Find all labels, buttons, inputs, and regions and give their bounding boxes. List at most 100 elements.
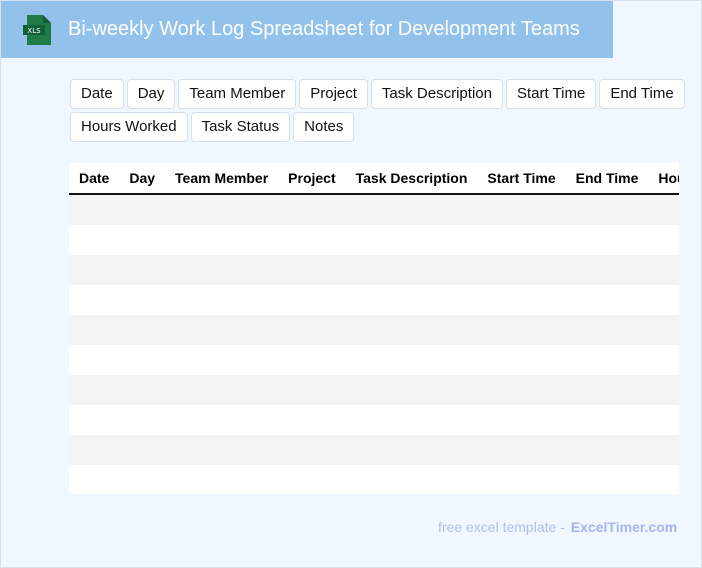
table-cell[interactable]	[69, 375, 120, 405]
table-cell[interactable]	[119, 225, 166, 255]
table-cell[interactable]	[648, 225, 679, 255]
table-cell[interactable]	[345, 315, 478, 345]
table-cell[interactable]	[165, 225, 279, 255]
table-cell[interactable]	[278, 465, 346, 494]
table-cell[interactable]	[477, 225, 566, 255]
tag-start-time[interactable]: Start Time	[505, 79, 597, 109]
table-cell[interactable]	[345, 375, 478, 405]
tag-task-description[interactable]: Task Description	[370, 79, 503, 109]
table-cell[interactable]	[477, 315, 566, 345]
table-cell[interactable]	[477, 285, 566, 315]
table-cell[interactable]	[565, 405, 649, 435]
table-row[interactable]	[69, 405, 679, 435]
tag-date[interactable]: Date	[70, 79, 124, 109]
table-cell[interactable]	[165, 465, 279, 494]
table-cell[interactable]	[345, 345, 478, 375]
table-cell[interactable]	[477, 255, 566, 285]
table-cell[interactable]	[565, 194, 649, 225]
table-cell[interactable]	[345, 194, 478, 225]
table-cell[interactable]	[565, 375, 649, 405]
table-cell[interactable]	[119, 405, 166, 435]
table-row[interactable]	[69, 194, 679, 225]
table-row[interactable]	[69, 255, 679, 285]
table-cell[interactable]	[278, 255, 346, 285]
table-cell[interactable]	[278, 435, 346, 465]
table-cell[interactable]	[165, 315, 279, 345]
table-row[interactable]	[69, 285, 679, 315]
table-cell[interactable]	[345, 225, 478, 255]
table-cell[interactable]	[69, 435, 120, 465]
table-cell[interactable]	[477, 345, 566, 375]
table-cell[interactable]	[119, 255, 166, 285]
tag-notes[interactable]: Notes	[293, 112, 355, 142]
table-cell[interactable]	[119, 315, 166, 345]
tag-project[interactable]: Project	[299, 79, 368, 109]
table-cell[interactable]	[345, 285, 478, 315]
table-cell[interactable]	[477, 465, 566, 494]
tag-end-time[interactable]: End Time	[599, 79, 685, 109]
tag-hours-worked[interactable]: Hours Worked	[70, 112, 188, 142]
table-cell[interactable]	[565, 465, 649, 494]
table-cell[interactable]	[119, 435, 166, 465]
table-row[interactable]	[69, 465, 679, 494]
table-cell[interactable]	[69, 345, 120, 375]
table-cell[interactable]	[648, 285, 679, 315]
tag-team-member[interactable]: Team Member	[178, 79, 297, 109]
table-cell[interactable]	[278, 315, 346, 345]
table-cell[interactable]	[648, 405, 679, 435]
table-cell[interactable]	[119, 465, 166, 494]
table-cell[interactable]	[565, 225, 649, 255]
table-row[interactable]	[69, 315, 679, 345]
table-cell[interactable]	[119, 285, 166, 315]
tag-task-status[interactable]: Task Status	[190, 112, 291, 142]
footer-brand-link[interactable]: ExcelTimer.com	[570, 519, 678, 535]
table-cell[interactable]	[477, 435, 566, 465]
table-cell[interactable]	[648, 255, 679, 285]
table-cell[interactable]	[565, 345, 649, 375]
table-cell[interactable]	[69, 405, 120, 435]
table-cell[interactable]	[648, 315, 679, 345]
table-cell[interactable]	[69, 255, 120, 285]
table-cell[interactable]	[345, 435, 478, 465]
table-cell[interactable]	[165, 285, 279, 315]
table-row[interactable]	[69, 375, 679, 405]
table-cell[interactable]	[165, 345, 279, 375]
table-cell[interactable]	[119, 375, 166, 405]
table-row[interactable]	[69, 345, 679, 375]
table-cell[interactable]	[119, 345, 166, 375]
table-cell[interactable]	[69, 194, 120, 225]
tag-day[interactable]: Day	[126, 79, 176, 109]
table-cell[interactable]	[345, 465, 478, 494]
table-cell[interactable]	[165, 194, 279, 225]
table-cell[interactable]	[345, 255, 478, 285]
table-cell[interactable]	[278, 375, 346, 405]
table-cell[interactable]	[119, 194, 166, 225]
table-cell[interactable]	[69, 225, 120, 255]
table-cell[interactable]	[278, 405, 346, 435]
table-cell[interactable]	[69, 285, 120, 315]
table-cell[interactable]	[565, 255, 649, 285]
table-cell[interactable]	[278, 345, 346, 375]
table-cell[interactable]	[648, 435, 679, 465]
table-cell[interactable]	[165, 405, 279, 435]
table-cell[interactable]	[69, 315, 120, 345]
table-cell[interactable]	[477, 375, 566, 405]
table-cell[interactable]	[477, 194, 566, 225]
table-cell[interactable]	[648, 375, 679, 405]
table-cell[interactable]	[278, 285, 346, 315]
table-cell[interactable]	[565, 315, 649, 345]
table-cell[interactable]	[165, 435, 279, 465]
table-cell[interactable]	[278, 225, 346, 255]
table-cell[interactable]	[565, 435, 649, 465]
table-cell[interactable]	[69, 465, 120, 494]
table-cell[interactable]	[345, 405, 478, 435]
table-cell[interactable]	[278, 194, 346, 225]
table-cell[interactable]	[565, 285, 649, 315]
table-row[interactable]	[69, 435, 679, 465]
table-cell[interactable]	[648, 194, 679, 225]
table-row[interactable]	[69, 225, 679, 255]
table-cell[interactable]	[165, 375, 279, 405]
work-log-table[interactable]: Date Day Team Member Project Task Descriptio…	[69, 163, 679, 494]
table-cell[interactable]	[477, 405, 566, 435]
table-cell[interactable]	[648, 345, 679, 375]
